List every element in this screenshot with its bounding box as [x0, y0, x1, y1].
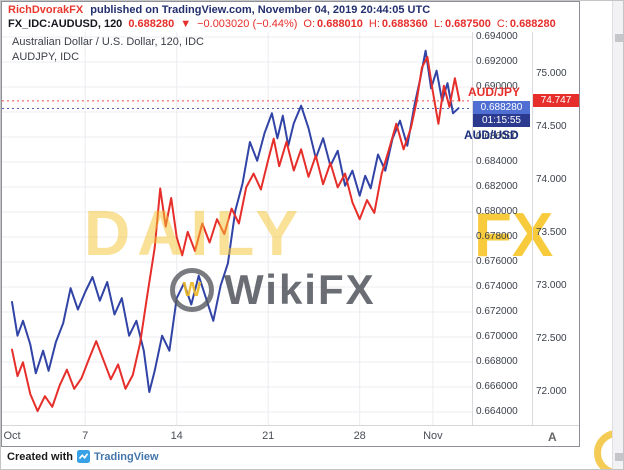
close-value: 0.688280 — [509, 18, 556, 30]
time-axis-tick: 14 — [170, 430, 183, 442]
audjpy-scale-tick: 73.000 — [536, 280, 567, 291]
dailyfx-watermark: DAILY — [84, 197, 306, 269]
audusd-scale-tick: 0.678000 — [476, 231, 518, 242]
audjpy-scale-tick: 75.000 — [536, 68, 567, 79]
audusd-scale-tick: 0.692000 — [476, 56, 518, 67]
symbol-bar: FX_IDC:AUDUSD, 120 0.688280 ▼ −0.003020 … — [8, 18, 556, 30]
audjpy-line — [11, 56, 461, 413]
tradingview-link[interactable]: TradingView — [94, 450, 159, 463]
symbol-name: FX_IDC:AUDUSD, 120 — [8, 18, 123, 30]
legend-overlay-symbol: AUDJPY, IDC — [12, 51, 80, 63]
time-axis-tick: Nov — [423, 430, 443, 442]
scrollbar-down-icon[interactable] — [615, 453, 623, 461]
scrollbar-thumb-icon[interactable] — [615, 34, 623, 42]
price-change: −0.003020 (−0.44%) — [197, 18, 298, 30]
audjpy-scale-tick: 73.500 — [536, 227, 567, 238]
wikifx-corner-watermark-icon — [594, 430, 623, 469]
high-value: 0.688360 — [381, 18, 428, 30]
time-axis-tick: 21 — [262, 430, 275, 442]
time-axis[interactable]: A Oct 7 14 21 28 Nov — [2, 425, 579, 446]
audusd-scale-tick: 0.674000 — [476, 281, 518, 292]
audusd-scale-tick: 0.684000 — [476, 156, 518, 167]
audusd-scale-tick: 0.694000 — [476, 31, 518, 42]
low-value: 0.687500 — [445, 18, 491, 30]
audusd-scale-tick: 0.686000 — [476, 131, 518, 142]
last-price: 0.688280 — [128, 18, 175, 30]
audjpy-scale-tick: 72.000 — [536, 386, 567, 397]
audjpy-scale-tick: 74.000 — [536, 174, 567, 185]
wikifx-watermark-text: WikiFX — [224, 266, 376, 313]
close-label: C: — [496, 18, 508, 30]
audusd-scale-tick: 0.676000 — [476, 256, 518, 267]
publish-text: published on TradingView.com, November 0… — [90, 4, 431, 16]
audjpy-scale-tick: 72.500 — [536, 333, 567, 344]
attribution-footer: Created with TradingView — [7, 450, 159, 463]
price-chart-plot — [2, 32, 472, 425]
dailyfx-watermark-fx: FX — [474, 201, 554, 270]
open-value: 0.688010 — [317, 18, 363, 30]
wikifx-logo-icon: W — [170, 268, 214, 312]
publish-line: RichDvorakFX published on TradingView.co… — [8, 4, 430, 16]
scale-separator — [532, 32, 533, 425]
audusd-scale-tick: 0.668000 — [476, 356, 518, 367]
audusd-price-scale[interactable]: 0.6940000.6920000.6900000.6880000.686000… — [473, 32, 532, 425]
audjpy-price-scale[interactable]: 75.000 74.500 74.000 73.500 73.000 72.500 72.0… — [533, 32, 579, 425]
audjpy-last-price-badge: 74.747 — [533, 94, 579, 107]
axis-settings-button[interactable]: A — [548, 430, 557, 444]
audusd-scale-tick: 0.690000 — [476, 81, 518, 92]
down-arrow-icon: ▼ — [180, 18, 192, 30]
author-link[interactable]: RichDvorakFX — [8, 4, 84, 16]
created-with-text: Created with — [7, 450, 74, 463]
legend-main-symbol: Australian Dollar / U.S. Dollar, 120, ID… — [12, 36, 204, 48]
scale-separator — [472, 32, 473, 425]
audjpy-scale-tick: 74.500 — [536, 121, 567, 132]
audjpy-series-label: AUD/JPY — [468, 85, 521, 99]
audusd-scale-tick: 0.672000 — [476, 306, 518, 317]
time-axis-tick: Oct — [3, 430, 21, 442]
audusd-scale-tick: 0.680000 — [476, 206, 518, 217]
audusd-series-label: AUD/USD — [464, 128, 519, 142]
open-label: O: — [303, 18, 316, 30]
audusd-scale-tick: 0.666000 — [476, 381, 518, 392]
high-label: H: — [368, 18, 380, 30]
audusd-scale-tick: 0.670000 — [476, 331, 518, 342]
audusd-last-price-badge: 0.688280 — [473, 101, 530, 114]
tradingview-snapshot: RichDvorakFX published on TradingView.co… — [1, 1, 580, 447]
time-axis-tick: 7 — [82, 430, 89, 442]
audusd-scale-tick: 0.664000 — [476, 406, 518, 417]
tradingview-logo-icon — [77, 450, 91, 463]
low-label: L: — [433, 18, 443, 30]
time-axis-tick: 28 — [353, 430, 366, 442]
bar-countdown-badge: 01:15:55 — [473, 114, 530, 127]
scrollbar[interactable] — [612, 1, 623, 469]
audusd-scale-tick: 0.682000 — [476, 181, 518, 192]
wikifx-watermark: W WikiFX — [170, 266, 376, 314]
